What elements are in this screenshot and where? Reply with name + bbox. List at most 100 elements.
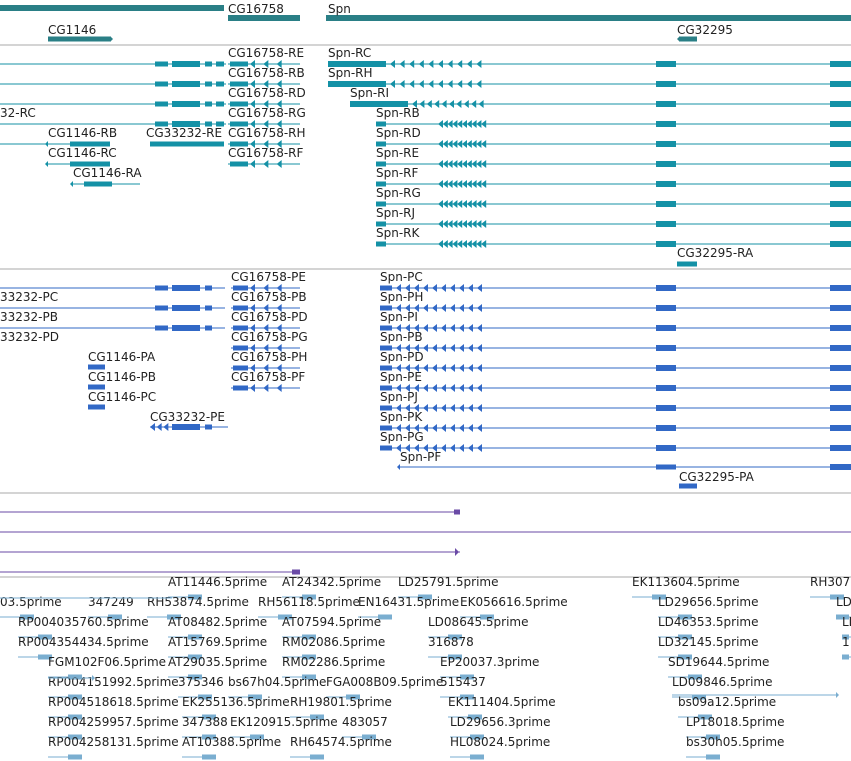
protein-label: Spn-PK [380, 410, 423, 424]
gene-label: Spn [328, 2, 351, 16]
transcript-label: CG1146-RB [48, 126, 117, 140]
transcript-label: CG1146-RA [73, 166, 142, 180]
protein-label: CG16758-PD [231, 310, 308, 324]
est-label: EK255136.5prime [182, 695, 290, 709]
est-label: 1 [842, 635, 850, 649]
protein-label: CG1146-PB [88, 370, 156, 384]
est-label: AT08482.5prime [168, 615, 267, 629]
est-label: 347388 [182, 715, 228, 729]
est-label: HL08024.5prime [450, 735, 550, 749]
protein-label: CG16758-PF [231, 370, 305, 384]
est-label: AT29035.5prime [168, 655, 267, 669]
transcript-label: Spn-RG [376, 186, 421, 200]
est-label: 316878 [428, 635, 474, 649]
est-label: RP004518618.5prime [48, 695, 179, 709]
est-label: AT24342.5prime [282, 575, 381, 589]
est-label: AT15769.5prime [168, 635, 267, 649]
transcript-label: CG16758-RB [228, 66, 305, 80]
protein-label: CG33232-PE [150, 410, 225, 424]
protein-label: CG16758-PH [231, 350, 307, 364]
est-label: LD32145.5prime [658, 635, 759, 649]
est-label: LD09846.5prime [672, 675, 773, 689]
protein-label: 33232-PD [0, 330, 59, 344]
est-label: LD25791.5prime [398, 575, 499, 589]
est-label: bs30h05.5prime [686, 735, 784, 749]
protein-label: CG16758-PG [231, 330, 308, 344]
protein-label: Spn-PG [380, 430, 424, 444]
est-label: RH56118.5prime [258, 595, 360, 609]
transcript-label: CG16758-RG [228, 106, 306, 120]
protein-label: Spn-PC [380, 270, 423, 284]
est-label: RH64574.5prime [290, 735, 392, 749]
protein-label: 33232-PB [0, 310, 58, 324]
transcript-label: CG16758-RH [228, 126, 306, 140]
gene-label: CG16758 [228, 2, 284, 16]
est-label: LD [842, 615, 851, 629]
transcript-label: Spn-RE [376, 146, 419, 160]
protein-label: Spn-PB [380, 330, 423, 344]
transcript-label: CG16758-RD [228, 86, 306, 100]
est-label: RP004354434.5prime [18, 635, 149, 649]
transcript-label: Spn-RF [376, 166, 419, 180]
transcript-label: Spn-RK [376, 226, 421, 240]
protein-label: CG16758-PB [231, 290, 307, 304]
est-label: LD08645.5prime [428, 615, 529, 629]
est-label: AT07594.5prime [282, 615, 381, 629]
est-label: FGA008B09.5prime [326, 675, 443, 689]
transcript-label: Spn-RC [328, 46, 371, 60]
protein-label: Spn-PJ [380, 390, 418, 404]
transcript-label: Spn-RB [376, 106, 420, 120]
gene-label: CG1146 [48, 23, 96, 37]
est-label: EN16431.5prime [358, 595, 459, 609]
est-label: RH53874.5prime [147, 595, 249, 609]
transcript-label: Spn-RD [376, 126, 421, 140]
est-label: 483057 [342, 715, 388, 729]
protein-label: Spn-PI [380, 310, 418, 324]
protein-label: Spn-PE [380, 370, 422, 384]
est-label: EK113604.5prime [632, 575, 740, 589]
est-label: EK111404.5prime [448, 695, 556, 709]
est-label: RH19801.5prime [290, 695, 392, 709]
est-label: SD19644.5prime [668, 655, 769, 669]
est-label: RP004035760.5prime [18, 615, 149, 629]
est-label: LD29656.5prime [658, 595, 759, 609]
est-label: LD46353.5prime [658, 615, 759, 629]
est-label: LD [836, 595, 851, 609]
est-label: RH307 [810, 575, 850, 589]
transcript-label: Spn-RJ [376, 206, 415, 220]
protein-label: CG1146-PA [88, 350, 156, 364]
protein-label: Spn-PD [380, 350, 424, 364]
est-label: AT10388.5prime [182, 735, 281, 749]
est-label: LD29656.3prime [450, 715, 551, 729]
protein-label: Spn-PF [400, 450, 441, 464]
transcript-label: CG1146-RC [48, 146, 117, 160]
est-label: RP004258131.5prime [48, 735, 179, 749]
est-label: 375346 [178, 675, 224, 689]
est-label: LP18018.5prime [686, 715, 785, 729]
est-label: bs09a12.5prime [678, 695, 776, 709]
est-label: 515437 [440, 675, 486, 689]
est-label: EP20037.3prime [440, 655, 539, 669]
est-label: AT11446.5prime [168, 575, 267, 589]
protein-label: CG32295-PA [679, 470, 755, 484]
est-label: RM02286.5prime [282, 655, 385, 669]
transcript-label: CG33232-RE [146, 126, 222, 140]
transcript-label: CG16758-RF [228, 146, 304, 160]
est-label: 03.5prime [0, 595, 62, 609]
transcript-label: Spn-RI [350, 86, 389, 100]
protein-label: CG16758-PE [231, 270, 306, 284]
transcript-label: 32-RC [0, 106, 36, 120]
transcript-label: CG32295-RA [677, 246, 754, 260]
gene-label: CG32295 [677, 23, 733, 37]
protein-label: 33232-PC [0, 290, 58, 304]
est-label: bs67h04.5prime [228, 675, 326, 689]
est-label: EK120915.5prime [230, 715, 338, 729]
transcript-label: Spn-RH [328, 66, 373, 80]
est-label: EK056616.5prime [460, 595, 568, 609]
est-label: RP004259957.5prime [48, 715, 179, 729]
est-label: FGM102F06.5prime [48, 655, 166, 669]
transcript-label: CG16758-RE [228, 46, 304, 60]
protein-label: Spn-PH [380, 290, 423, 304]
est-label: 347249 [88, 595, 134, 609]
